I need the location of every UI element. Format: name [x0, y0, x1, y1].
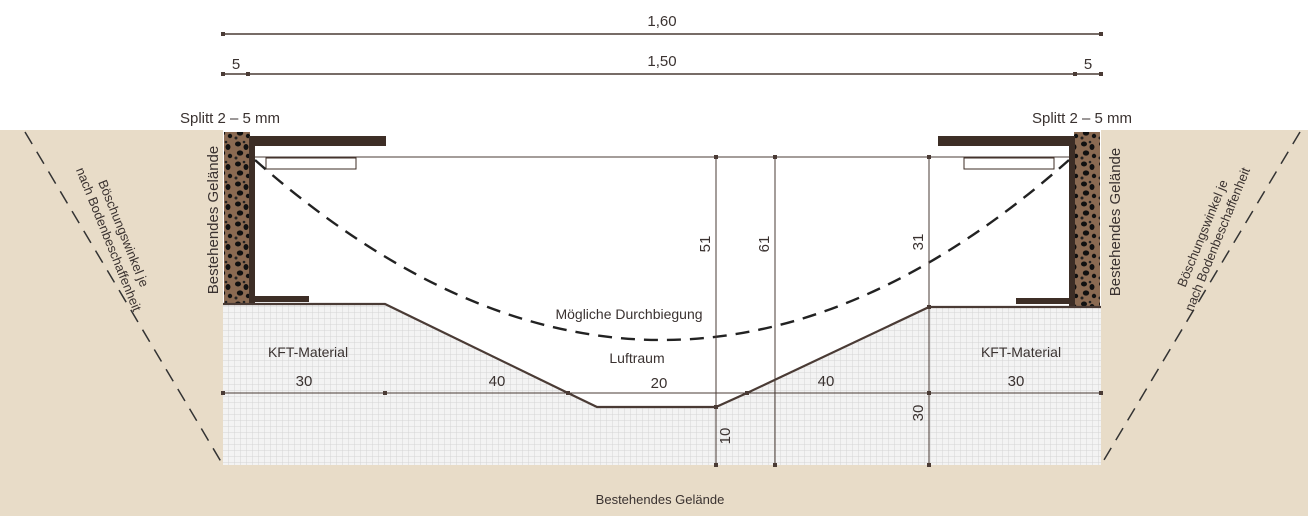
foot-right [1016, 298, 1074, 304]
gravel-right [1074, 132, 1100, 306]
dim-tick [1073, 72, 1077, 76]
dim-height-31: 31 [910, 234, 927, 251]
dim-depth-30: 30 [910, 405, 927, 422]
dim-left-segment: 30 [296, 373, 313, 390]
dim-tick [221, 32, 225, 36]
dim-center-bottom: 20 [651, 375, 668, 392]
dim-depth-10: 10 [717, 428, 734, 445]
air-space-label: Luftraum [609, 350, 664, 366]
dim-tick [246, 72, 250, 76]
deflection-curve [254, 159, 1070, 342]
kft-label-right: KFT-Material [981, 344, 1061, 360]
terrain-label-bottom: Bestehendes Gelände [596, 492, 725, 507]
cover-right [938, 136, 1075, 146]
deflection-label: Mögliche Durchbiegung [555, 306, 702, 322]
wall-left [249, 136, 255, 304]
slope-line-right [1100, 131, 1301, 466]
dim-tick [1099, 72, 1103, 76]
dim-right-segment: 30 [1008, 373, 1025, 390]
dim-height-51: 51 [697, 236, 714, 253]
dim-right-margin: 5 [1084, 56, 1092, 73]
dim-total-width: 1,60 [647, 13, 676, 30]
dim-height-61: 61 [756, 236, 773, 253]
dim-tick [221, 72, 225, 76]
terrain-label-right: Bestehendes Gelände [1107, 148, 1124, 296]
foot-left [249, 296, 309, 302]
split-label-left: Splitt 2 – 5 mm [180, 110, 280, 127]
dim-inner-width: 1,50 [647, 53, 676, 70]
grate-right [963, 157, 1055, 170]
dim-left-margin: 5 [232, 56, 240, 73]
dim-right-slope: 40 [818, 373, 835, 390]
gravel-left [224, 132, 250, 304]
kft-label-left: KFT-Material [268, 344, 348, 360]
dim-left-slope: 40 [489, 373, 506, 390]
slope-line-left [24, 131, 224, 466]
kft-profile-line [223, 302, 1101, 409]
dim-ticks-vertical [714, 155, 931, 467]
terrain-label-left: Bestehendes Gelände [205, 146, 222, 294]
cover-left [249, 136, 386, 146]
dim-tick [1099, 32, 1103, 36]
wall-right [1069, 136, 1075, 306]
kft-material-fill [223, 304, 1101, 465]
grate-left [265, 157, 357, 170]
split-label-right: Splitt 2 – 5 mm [1032, 110, 1132, 127]
